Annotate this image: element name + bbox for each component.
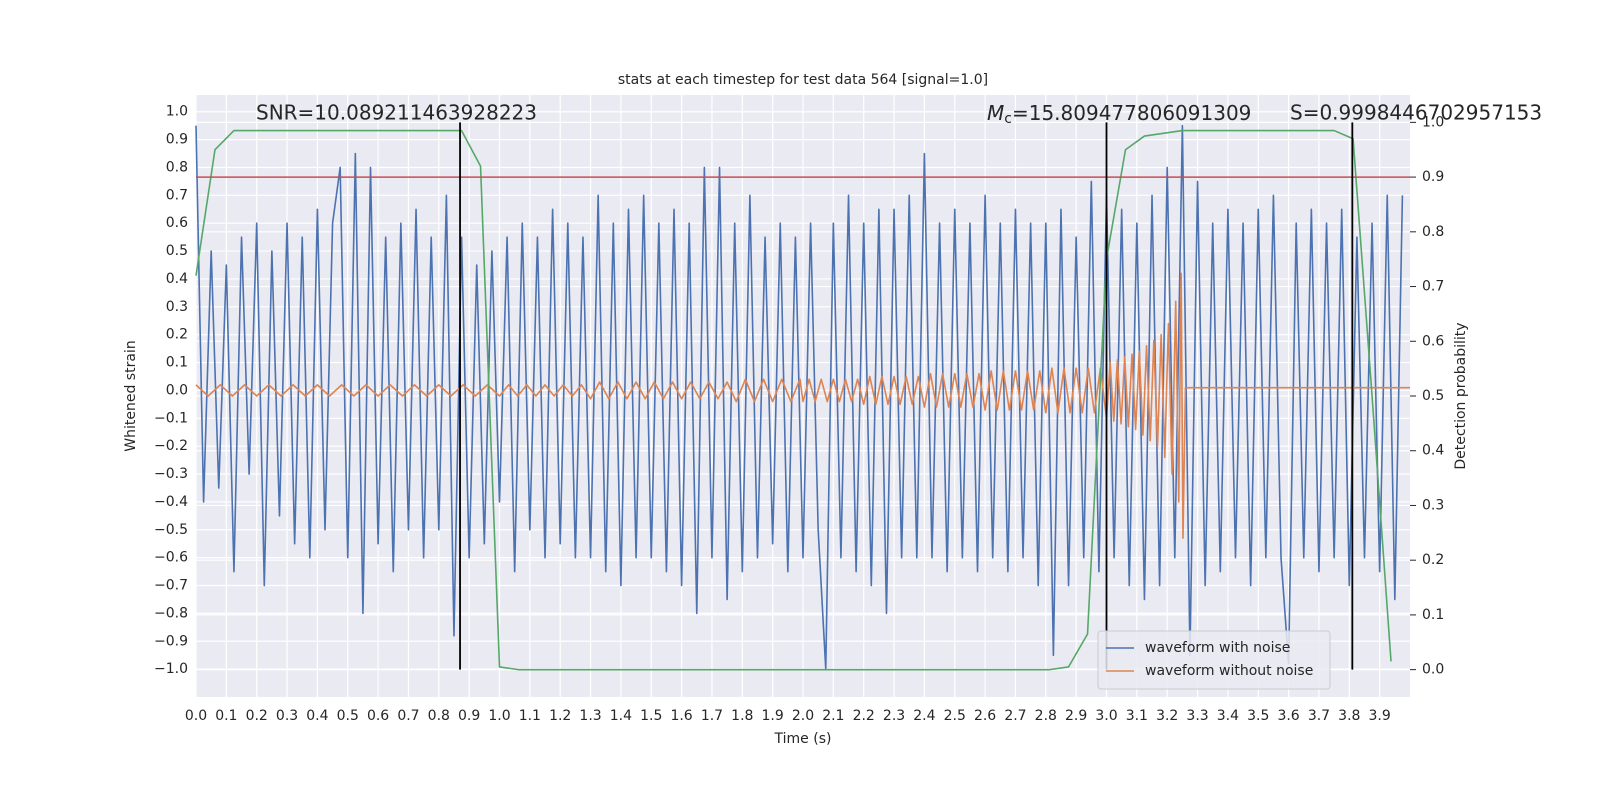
x-tick-label: 1.8 — [731, 708, 753, 724]
legend: waveform with noise waveform without nois… — [1097, 630, 1331, 690]
x-tick-label: 1.4 — [610, 708, 632, 724]
series-line — [195, 124, 1404, 670]
x-tick-label: 0.3 — [276, 708, 298, 724]
x-tick-label: 2.6 — [974, 708, 996, 724]
x-tick-label: 3.5 — [1247, 708, 1269, 724]
y2-tick-label: 0.0 — [1422, 662, 1444, 678]
y2-tick-label: 0.3 — [1422, 497, 1444, 513]
grid — [195, 95, 1410, 697]
y-tick-label: −0.5 — [154, 522, 188, 538]
x-tick-label: 0.2 — [246, 708, 268, 724]
x-tick-label: 2.9 — [1065, 708, 1087, 724]
x-tick-label: 3.6 — [1277, 708, 1299, 724]
y-tick-label: −0.6 — [154, 550, 188, 566]
y-tick-label: −0.1 — [154, 410, 188, 426]
y-tick-label: 0.4 — [166, 271, 188, 287]
s-annotation: S=0.9998446702957153 — [1290, 101, 1542, 125]
x-tick-label: 0.6 — [367, 708, 389, 724]
y-tick-label: 0.5 — [166, 243, 188, 259]
x-tick-label: 2.1 — [822, 708, 844, 724]
y-tick-label: −0.8 — [154, 605, 188, 621]
y2-tick-label: 0.1 — [1422, 607, 1444, 623]
x-tick-label: 0.8 — [428, 708, 450, 724]
x-tick-label: 3.9 — [1369, 708, 1391, 724]
ticks: 0.0 0.1 0.2 0.3 0.4 0.5 0.6 0.7 0.8 0.9 1.0 1.1 1.2 1… — [154, 104, 1444, 724]
x-tick-label: 0.9 — [458, 708, 480, 724]
y-tick-label: −0.2 — [154, 438, 188, 454]
marks — [195, 122, 1410, 671]
legend-box — [1097, 630, 1331, 690]
snr-annotation: SNR=10.089211463928223 — [256, 101, 537, 125]
mc-symbol: M — [987, 101, 1004, 125]
x-tick-label: 1.5 — [640, 708, 662, 724]
y2-axis-label: Detection probability — [1453, 322, 1469, 469]
y-tick-label: 0.3 — [166, 299, 188, 315]
series-line — [195, 272, 1410, 539]
legend-label: waveform without noise — [1145, 663, 1313, 679]
x-tick-label: 3.1 — [1126, 708, 1148, 724]
x-tick-label: 0.4 — [306, 708, 328, 724]
x-tick-label: 3.4 — [1217, 708, 1239, 724]
y-tick-label: −0.3 — [154, 466, 188, 482]
y-tick-label: 0.1 — [166, 355, 188, 371]
x-tick-label: 3.3 — [1186, 708, 1208, 724]
x-tick-label: 3.2 — [1156, 708, 1178, 724]
y2-tick-label: 1.0 — [1422, 114, 1444, 130]
chart-title: stats at each timestep for test data 564… — [618, 72, 988, 88]
y-tick-label: −1.0 — [154, 661, 188, 677]
x-tick-label: 1.2 — [549, 708, 571, 724]
y-tick-label: 0.2 — [166, 327, 188, 343]
x-tick-label: 2.4 — [913, 708, 935, 724]
x-tick-label: 1.7 — [701, 708, 723, 724]
x-tick-label: 2.3 — [883, 708, 905, 724]
y2-tick-label: 0.8 — [1422, 224, 1444, 240]
x-tick-label: 0.5 — [337, 708, 359, 724]
x-tick-label: 1.9 — [762, 708, 784, 724]
y-tick-label: −0.4 — [154, 494, 188, 510]
x-tick-label: 3.7 — [1308, 708, 1330, 724]
mc-subscript: c — [1004, 111, 1012, 127]
x-tick-label: 0.1 — [215, 708, 237, 724]
y-tick-label: 0.6 — [166, 215, 188, 231]
y2-tick-label: 0.6 — [1422, 333, 1444, 349]
x-tick-label: 2.7 — [1004, 708, 1026, 724]
x-tick-label: 2.0 — [792, 708, 814, 724]
x-tick-label: 2.8 — [1035, 708, 1057, 724]
y-axis-label: Whitened strain — [123, 340, 139, 451]
mc-value: =15.809477806091309 — [1012, 101, 1251, 125]
x-tick-label: 1.3 — [579, 708, 601, 724]
y-tick-label: 0.0 — [166, 382, 188, 398]
x-tick-label: 1.6 — [670, 708, 692, 724]
y-tick-label: 1.0 — [166, 104, 188, 120]
y-tick-label: 0.8 — [166, 159, 188, 175]
legend-label: waveform with noise — [1145, 640, 1290, 656]
x-tick-label: 2.2 — [853, 708, 875, 724]
y-tick-label: 0.9 — [166, 132, 188, 148]
y2-tick-label: 0.9 — [1422, 169, 1444, 185]
x-tick-label: 2.5 — [944, 708, 966, 724]
x-tick-label: 0.7 — [397, 708, 419, 724]
x-tick-label: 3.0 — [1095, 708, 1117, 724]
y2-tick-label: 0.5 — [1422, 388, 1444, 404]
x-tick-label: 1.1 — [519, 708, 541, 724]
x-tick-label: 1.0 — [488, 708, 510, 724]
y-tick-label: −0.9 — [154, 633, 188, 649]
y2-tick-label: 0.2 — [1422, 552, 1444, 568]
x-tick-label: 0.0 — [185, 708, 207, 724]
y-tick-label: 0.7 — [166, 187, 188, 203]
mc-annotation: Mc=15.809477806091309 — [987, 101, 1251, 128]
series-line — [195, 129, 1392, 671]
y-tick-label: −0.7 — [154, 578, 188, 594]
y2-tick-label: 0.4 — [1422, 443, 1444, 459]
x-axis-label: Time (s) — [774, 731, 832, 747]
x-tick-label: 3.8 — [1338, 708, 1360, 724]
y2-tick-label: 0.7 — [1422, 279, 1444, 295]
